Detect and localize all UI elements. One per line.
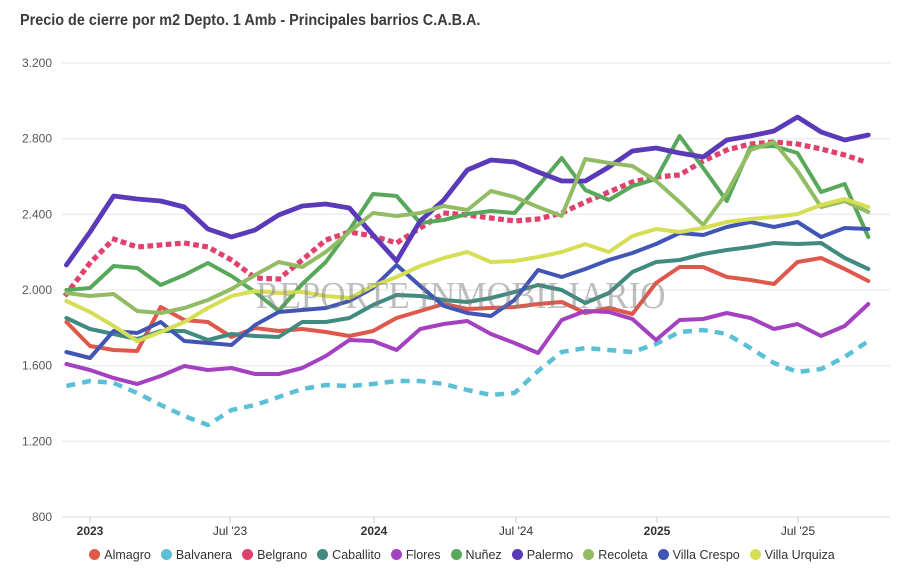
- svg-text:2023: 2023: [77, 524, 104, 538]
- svg-text:Jul '25: Jul '25: [781, 524, 816, 538]
- svg-text:Jul '24: Jul '24: [499, 524, 534, 538]
- svg-text:Jul '23: Jul '23: [213, 524, 248, 538]
- svg-text:1.600: 1.600: [22, 359, 52, 373]
- svg-text:2.400: 2.400: [22, 207, 52, 221]
- svg-text:2.800: 2.800: [22, 132, 52, 146]
- svg-text:1.200: 1.200: [22, 434, 52, 448]
- svg-text:2024: 2024: [361, 524, 388, 538]
- svg-text:3.200: 3.200: [22, 56, 52, 70]
- svg-text:2025: 2025: [644, 524, 671, 538]
- svg-text:2.000: 2.000: [22, 283, 52, 297]
- svg-text:800: 800: [32, 510, 52, 524]
